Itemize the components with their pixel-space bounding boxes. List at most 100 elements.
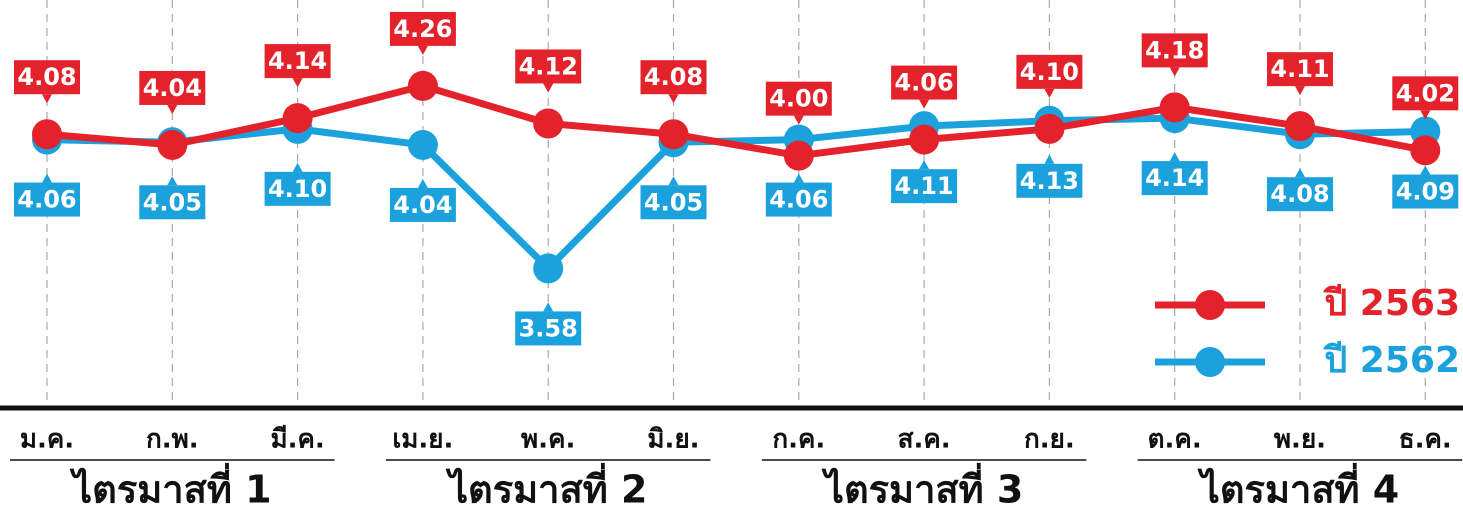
x-tick-label: ส.ค. (898, 425, 951, 455)
point (157, 129, 188, 160)
label-box (1016, 163, 1083, 198)
label-box (14, 60, 80, 95)
point (909, 124, 940, 155)
data-label: 4.12 (519, 52, 578, 80)
data-label: 4.00 (769, 85, 828, 113)
x-tick-label: มี.ค. (270, 425, 324, 455)
legend-label: ปี 2562 (1323, 340, 1460, 381)
x-tick-label: ก.พ. (146, 425, 199, 455)
legend-marker (1195, 290, 1225, 320)
label-pointer (42, 173, 52, 183)
point (32, 119, 62, 150)
x-tick-label: ก.ย. (1024, 425, 1075, 455)
legend-label: ปี 2563 (1323, 283, 1460, 324)
data-label: 3.58 (519, 314, 578, 342)
data-label: 4.08 (1270, 180, 1329, 208)
label-pointer (1420, 110, 1431, 120)
label-pointer (1169, 152, 1180, 162)
data-label: 4.06 (769, 186, 828, 214)
x-tick-label: มิ.ย. (647, 425, 699, 455)
data-label: 4.10 (268, 175, 327, 203)
point (783, 140, 814, 171)
x-tick-label: ม.ค. (20, 425, 74, 455)
data-label: 4.11 (1270, 55, 1329, 83)
data-label: 4.02 (1396, 79, 1455, 107)
label-pointer (543, 302, 554, 312)
group-label: ไตรมาสที่ 4 (1197, 463, 1400, 512)
label-box (1016, 54, 1083, 89)
label-pointer (1169, 67, 1180, 77)
label-box (765, 81, 832, 116)
data-label: 4.05 (644, 188, 703, 216)
point (1410, 135, 1441, 166)
label-pointer (1044, 154, 1055, 164)
label-box (1141, 33, 1208, 68)
series-line (46, 82, 1426, 160)
data-label: 4.14 (1145, 164, 1204, 192)
label-box (515, 49, 582, 84)
point (407, 129, 438, 160)
label-pointer (417, 45, 428, 55)
label-pointer (292, 78, 303, 88)
data-label: 4.04 (393, 191, 452, 219)
data-label: 4.11 (894, 172, 953, 200)
label-box (640, 60, 707, 95)
point (1034, 113, 1065, 144)
point (658, 119, 689, 150)
label-pointer (668, 176, 679, 186)
data-label: 4.18 (1145, 36, 1204, 64)
data-label: 4.10 (1020, 58, 1079, 86)
label-pointer (42, 94, 52, 104)
legend-marker (1195, 347, 1225, 377)
label-pointer (919, 160, 930, 170)
label-pointer (543, 83, 554, 93)
group-label: ไตรมาสที่ 1 (69, 463, 272, 512)
x-tick-label: เม.ย. (392, 425, 453, 455)
series-line (46, 114, 1426, 272)
point (1159, 92, 1190, 123)
label-pointer (1044, 88, 1055, 98)
label-box (891, 65, 958, 100)
x-tick-label: ต.ค. (1148, 425, 1202, 455)
point (282, 103, 313, 134)
label-pointer (167, 104, 178, 114)
label-box (515, 311, 582, 346)
data-label: 4.14 (268, 47, 327, 75)
label-box (765, 182, 832, 217)
data-label: 4.08 (17, 63, 76, 91)
point (407, 70, 438, 101)
label-box (139, 185, 206, 220)
label-box (640, 185, 707, 220)
label-box (139, 70, 206, 105)
label-pointer (292, 162, 303, 172)
label-box (389, 11, 456, 46)
label-box (389, 187, 456, 222)
label-box (14, 182, 80, 217)
label-box (891, 169, 958, 204)
group-label: ไตรมาสที่ 3 (821, 463, 1024, 512)
point (1285, 111, 1315, 142)
label-pointer (668, 94, 679, 104)
point (533, 108, 564, 139)
label-pointer (919, 99, 930, 109)
label-box (264, 44, 331, 79)
label-pointer (793, 115, 804, 125)
point (533, 253, 564, 284)
data-label: 4.08 (644, 63, 703, 91)
x-tick-label: ธ.ค. (1399, 425, 1452, 455)
x-tick-label: พ.ย. (1274, 425, 1326, 455)
label-box (1267, 177, 1333, 212)
label-pointer (1295, 168, 1305, 178)
label-box (1392, 174, 1459, 209)
label-pointer (1420, 165, 1431, 175)
label-box (264, 171, 331, 206)
label-box (1392, 76, 1459, 111)
data-label: 4.26 (393, 15, 452, 43)
data-label: 4.05 (143, 188, 202, 216)
data-label: 4.09 (1396, 178, 1455, 206)
data-label: 4.04 (143, 74, 202, 102)
label-pointer (417, 178, 428, 188)
data-label: 4.06 (17, 186, 76, 214)
group-label: ไตรมาสที่ 2 (445, 463, 648, 512)
